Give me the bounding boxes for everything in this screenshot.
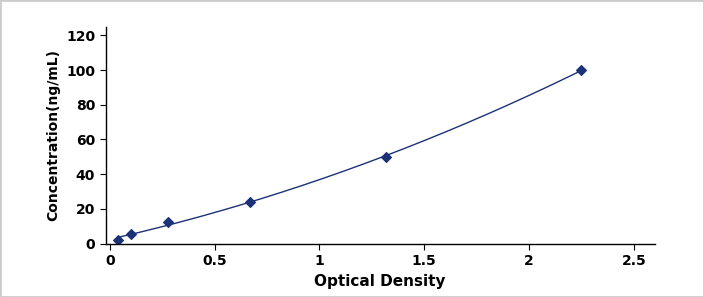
X-axis label: Optical Density: Optical Density: [315, 274, 446, 288]
Y-axis label: Concentration(ng/mL): Concentration(ng/mL): [46, 49, 61, 221]
